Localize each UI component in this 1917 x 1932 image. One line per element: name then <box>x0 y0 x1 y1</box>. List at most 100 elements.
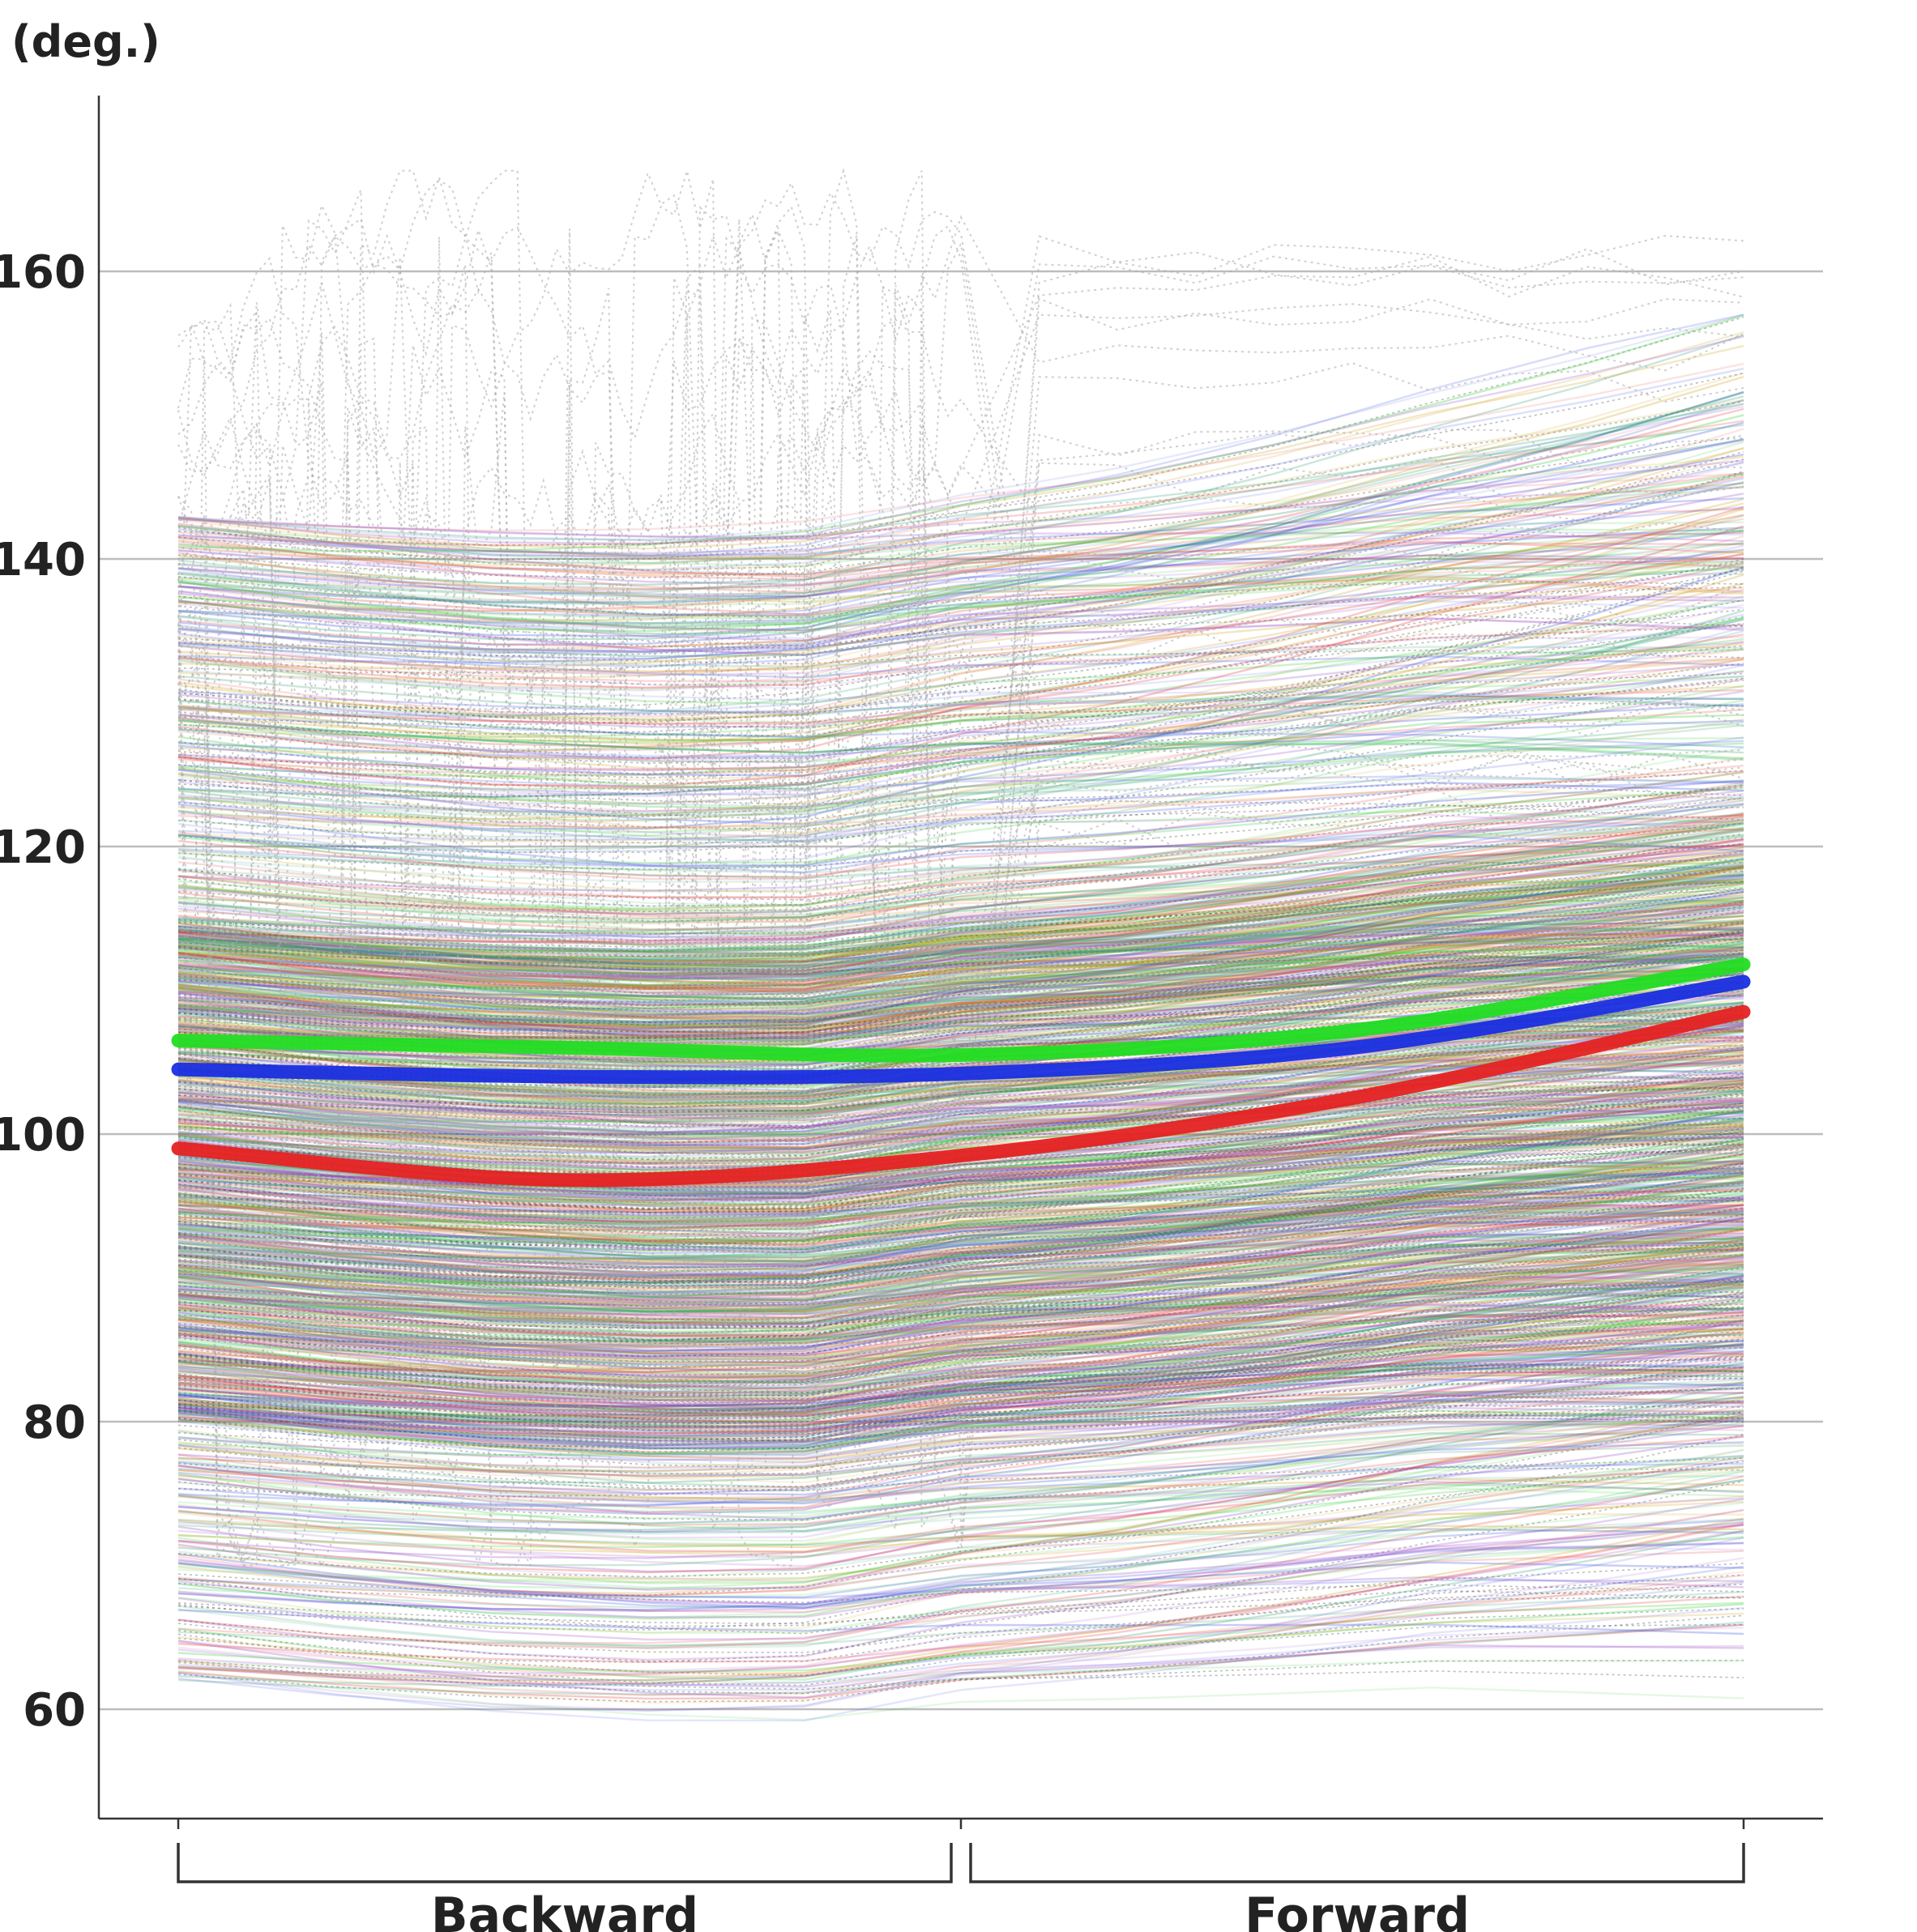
background-series-line <box>177 1291 1744 1439</box>
background-series-line <box>177 1119 1744 1230</box>
background-series-line <box>177 1189 1744 1260</box>
background-series-line <box>177 764 1744 821</box>
background-series-line <box>177 1143 1744 1299</box>
background-series-line <box>177 1441 1744 1496</box>
background-series-line <box>177 1218 1744 1263</box>
background-series-line <box>177 1417 1744 1478</box>
background-series-line <box>177 1498 1744 1661</box>
background-series-line <box>177 1328 1744 1401</box>
background-series-line <box>177 1609 1744 1636</box>
section-bracket-forward <box>969 1843 1745 1883</box>
background-series-line <box>177 1150 1744 1284</box>
background-series-line <box>177 997 1744 1058</box>
background-series-line <box>177 531 1744 576</box>
background-series-line <box>177 1537 1744 1712</box>
background-series-line <box>177 1311 1744 1380</box>
background-series-line <box>177 1085 1744 1113</box>
background-series-line <box>177 902 1744 968</box>
background-series-line <box>177 589 1744 844</box>
background-series-line <box>177 1220 1744 1327</box>
background-series-line <box>177 1081 1744 1186</box>
section-label-forward: Forward <box>1245 1887 1470 1932</box>
background-series-line <box>177 664 1744 865</box>
background-series-line <box>177 847 1744 981</box>
background-series-line <box>177 1283 1744 1330</box>
background-series-line <box>177 813 1744 966</box>
y-tick-label-160: 160 <box>0 246 86 299</box>
y-tick-label-100: 100 <box>0 1109 86 1162</box>
background-series-line <box>177 906 1744 1072</box>
background-series-line <box>177 770 1744 910</box>
background-series-line <box>177 1013 1744 1105</box>
background-series-line <box>177 1254 1744 1326</box>
background-series-line <box>177 1093 1744 1209</box>
background-series-line <box>177 400 1744 571</box>
background-series-line <box>177 952 1744 986</box>
background-series-line <box>177 1660 1744 1684</box>
background-series-line <box>177 1284 1744 1324</box>
background-series-line <box>177 1361 1744 1389</box>
background-series-line <box>177 1263 1744 1370</box>
background-series-line <box>177 1342 1744 1413</box>
background-series-line <box>177 1135 1744 1211</box>
y-axis-unit-label: (deg.) <box>11 16 160 67</box>
background-series-line <box>177 590 1744 642</box>
background-series-line <box>177 1129 1744 1299</box>
background-series-line <box>177 935 1744 1068</box>
background-series-line <box>177 965 1744 992</box>
background-series-line <box>177 1153 1744 1303</box>
background-series-line <box>177 1118 1744 1257</box>
background-series-line <box>177 953 1744 1042</box>
background-series-line <box>177 819 1744 868</box>
y-tick-labels: 60 80 100 120 140 160 <box>0 246 86 1737</box>
background-series-line <box>177 1219 1744 1238</box>
background-series-line <box>177 1541 1744 1583</box>
section-bracket-backward <box>177 1843 953 1883</box>
background-series-line <box>177 535 1744 752</box>
background-series-line <box>177 721 1744 817</box>
background-series-line <box>177 1307 1744 1456</box>
background-series-line <box>177 623 1744 715</box>
background-series-line <box>177 1099 1744 1214</box>
background-series-line <box>177 1012 1744 1113</box>
background-series-line <box>177 1559 1744 1606</box>
background-series-line <box>177 1141 1744 1179</box>
background-series-line <box>177 1181 1744 1291</box>
background-series-line <box>177 1307 1744 1348</box>
background-series-line <box>177 1003 1744 1030</box>
background-series-line <box>177 1090 1744 1243</box>
background-series-line <box>177 919 1744 1030</box>
background-series-line <box>177 814 1744 878</box>
background-series-line <box>177 562 1744 633</box>
background-series-line <box>177 403 1744 602</box>
background-series-line <box>177 896 1744 1043</box>
background-series-line <box>177 1209 1744 1321</box>
background-series-line <box>177 1320 1744 1411</box>
background-series-line <box>177 875 1744 1007</box>
background-series-line <box>177 1119 1744 1220</box>
background-series-line <box>177 967 1744 1030</box>
background-series-line <box>177 1086 1744 1136</box>
background-series-line <box>177 1030 1744 1114</box>
background-series-line <box>177 1105 1744 1191</box>
background-series-line <box>177 458 1744 657</box>
background-series-line <box>177 947 1744 1031</box>
background-series-line <box>177 1054 1744 1201</box>
background-series-line <box>177 616 1744 778</box>
background-series-line <box>177 1189 1744 1269</box>
background-series-line <box>177 784 1744 907</box>
background-series-line <box>177 1246 1744 1364</box>
background-series-line <box>177 1574 1744 1696</box>
background-series-line <box>177 924 1744 1009</box>
background-series-line <box>177 367 1744 559</box>
background-series-line <box>177 1358 1744 1418</box>
background-series-line <box>177 1363 1744 1450</box>
background-series-line <box>177 856 1744 999</box>
background-series-line <box>177 1039 1744 1111</box>
background-series-line <box>177 1350 1744 1516</box>
background-series-line <box>177 911 1744 1033</box>
background-series-line <box>177 1267 1744 1337</box>
background-series-line <box>177 557 1744 617</box>
background-series-line <box>177 1358 1744 1427</box>
background-series-line <box>177 1343 1744 1449</box>
